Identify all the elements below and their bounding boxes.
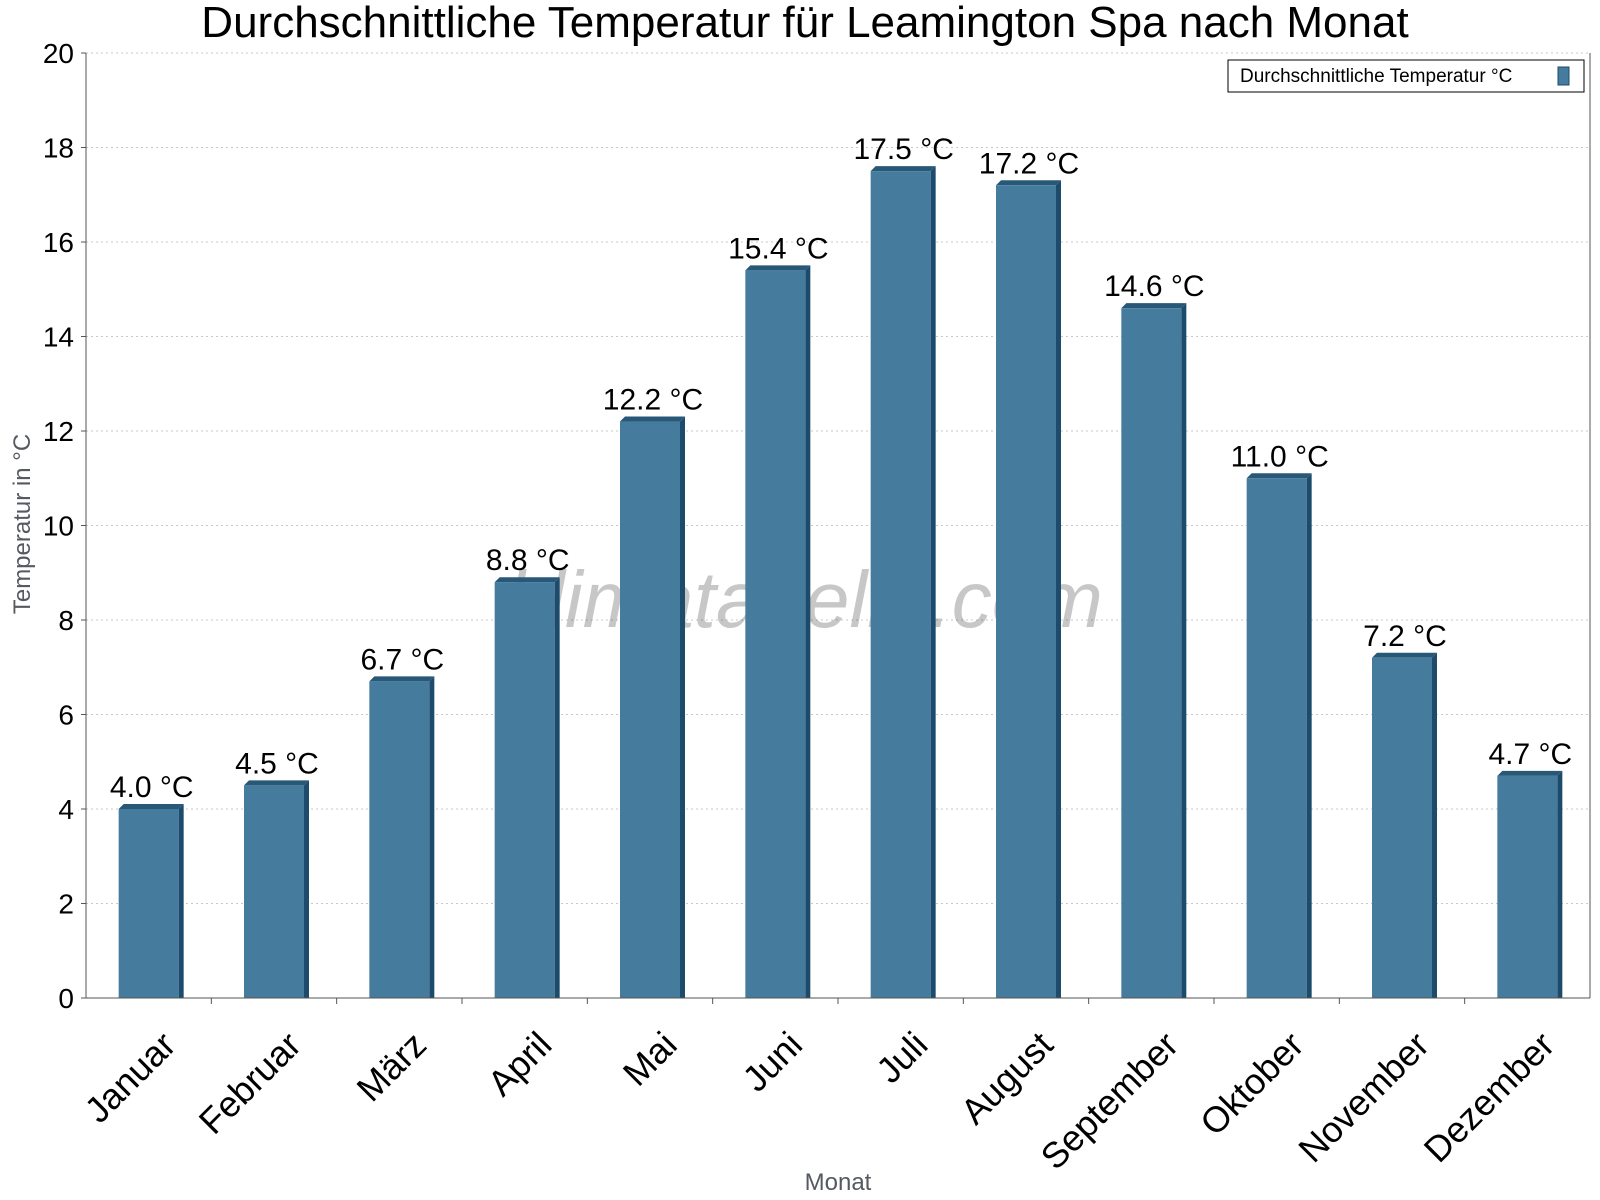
bar-side <box>1557 770 1563 998</box>
x-tick-label: Februar <box>191 1024 309 1142</box>
data-labels: 4.0 °C 4.5 °C 6.7 °C 8.8 °C 12.2 °C 15.4 °C 17… <box>110 133 1572 804</box>
bar <box>996 185 1056 999</box>
x-tick-label: November <box>1290 1024 1436 1170</box>
x-axis-label: Monat <box>805 1169 872 1196</box>
x-tick-label: Oktober <box>1192 1024 1312 1144</box>
bar-side <box>554 577 560 998</box>
bar-side <box>1056 180 1061 999</box>
bar-top <box>870 166 936 172</box>
y-tick-label: 2 <box>58 889 74 920</box>
bar-side <box>1181 303 1187 998</box>
bar <box>1246 478 1307 998</box>
data-label: 4.5 °C <box>235 747 319 780</box>
bar-top <box>996 180 1061 186</box>
x-axis-ticks: Januar Februar März April Mai Juni Juli AugustS… <box>77 998 1562 1178</box>
bar <box>494 582 555 998</box>
data-label: 15.4 °C <box>728 232 828 265</box>
legend-box <box>1227 59 1585 93</box>
data-label: 4.7 °C <box>1488 738 1572 771</box>
y-tick-label: 16 <box>43 227 74 258</box>
data-label: 11.0 °C <box>1231 440 1329 473</box>
bar <box>1497 775 1558 998</box>
bar-top <box>1246 473 1312 479</box>
y-tick-label: 14 <box>43 322 74 353</box>
bar <box>870 171 931 998</box>
x-tick-label: Juni <box>734 1024 810 1100</box>
data-label: 6.7 °C <box>360 643 444 676</box>
bar-side <box>805 265 811 999</box>
bar <box>1372 657 1432 998</box>
y-tick-label: 10 <box>43 511 74 542</box>
gridlines <box>86 52 1590 904</box>
bar-side <box>178 804 184 998</box>
x-tick-label: April <box>479 1024 559 1104</box>
bar-side <box>680 416 685 998</box>
legend-swatch <box>1557 66 1570 86</box>
data-label: 17.5 °C <box>853 133 953 166</box>
bar-side <box>1432 652 1437 998</box>
bar-side <box>1306 473 1312 998</box>
bar-top <box>118 804 184 809</box>
bar <box>745 270 806 999</box>
x-tick-label: März <box>349 1024 435 1110</box>
y-tick-label: 20 <box>43 38 74 69</box>
data-label: 7.2 °C <box>1363 620 1447 653</box>
bar <box>244 785 304 998</box>
x-tick-label: September <box>1033 1024 1187 1178</box>
bar-top <box>1497 770 1563 776</box>
legend: Durchschnittliche Temperatur °C <box>1227 59 1585 93</box>
bars <box>118 166 1563 999</box>
legend-label: Durchschnittliche Temperatur °C <box>1240 66 1512 87</box>
y-tick-label: 0 <box>58 983 74 1014</box>
y-axis-ticks: 0 2 4 6 8 10 12 14 16 18 20 <box>43 38 86 1014</box>
y-tick-label: 4 <box>58 794 74 825</box>
bar <box>620 421 680 998</box>
bar-top <box>620 416 685 422</box>
x-tick-label: August <box>953 1024 1061 1132</box>
x-tick-label: Mai <box>615 1024 685 1094</box>
y-tick-label: 8 <box>58 605 74 636</box>
x-tick-label: Januar <box>77 1024 184 1131</box>
bar-top <box>1372 652 1437 658</box>
bar <box>1121 308 1182 998</box>
x-tick-label: Dezember <box>1416 1024 1562 1170</box>
data-label: 4.0 °C <box>110 771 194 804</box>
bar-top <box>745 265 811 271</box>
bar-side <box>429 676 435 998</box>
bar-top <box>369 676 435 682</box>
data-label: 12.2 °C <box>603 384 703 417</box>
data-label: 17.2 °C <box>979 147 1079 180</box>
chart-title: Durchschnittliche Temperatur für Leaming… <box>201 0 1408 47</box>
y-axis-label: Temperatur in °C <box>9 434 36 614</box>
data-label: 8.8 °C <box>486 544 570 577</box>
bar-top <box>1121 303 1187 309</box>
y-tick-label: 6 <box>58 700 74 731</box>
bar <box>369 681 430 998</box>
bar-top <box>244 780 309 786</box>
y-tick-label: 12 <box>43 416 74 447</box>
bar-side <box>930 166 936 998</box>
data-label: 14.6 °C <box>1104 270 1204 303</box>
bar <box>118 809 179 998</box>
bar-side <box>304 780 309 998</box>
y-tick-label: 18 <box>43 133 74 164</box>
x-tick-label: Juli <box>868 1024 935 1091</box>
bar-top <box>494 577 560 583</box>
